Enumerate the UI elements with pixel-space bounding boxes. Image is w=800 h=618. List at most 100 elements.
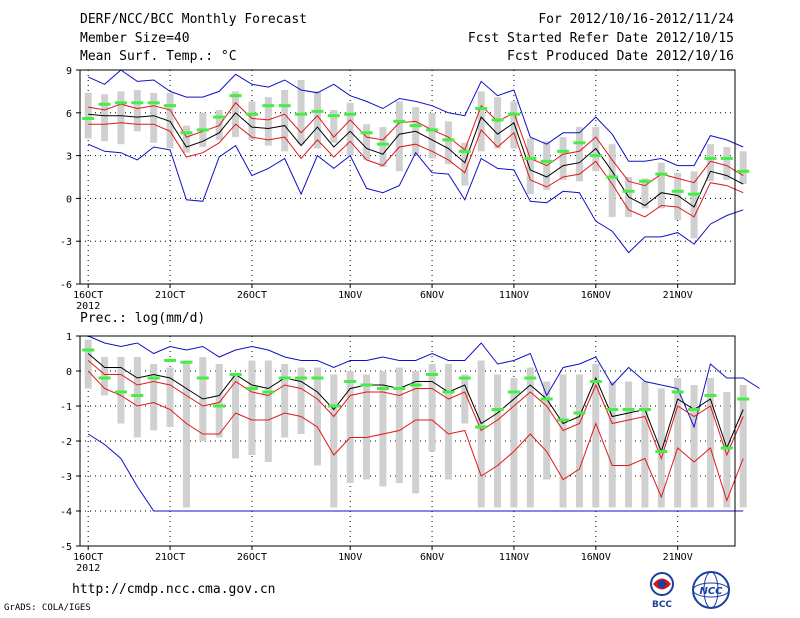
fcst-started-date: Fcst Started Refer Date 2012/10/15: [467, 31, 734, 46]
panel2-min-line: [87, 433, 744, 512]
panel1-box: [264, 97, 272, 146]
panel1-marker: [295, 112, 308, 116]
panel1-marker: [131, 101, 144, 105]
panel1-marker: [442, 138, 455, 142]
ncc-logo-text: NCC: [699, 586, 723, 597]
panel2-box: [657, 388, 665, 508]
panel2-box: [494, 374, 502, 508]
panel1-box: [461, 142, 469, 186]
panel1-marker: [278, 104, 291, 108]
panel2-max-line: [88, 335, 760, 429]
panel1-marker: [98, 102, 111, 106]
panel2-box: [313, 367, 321, 466]
panel1-marker: [737, 169, 750, 173]
panel1-xtick-label: 26OCT: [237, 290, 267, 301]
panel1-box: [575, 127, 583, 182]
panel2-lower-line: [87, 370, 744, 503]
panel2-marker: [98, 376, 111, 380]
source-url[interactable]: http://cmdp.ncc.cma.gov.cn: [72, 582, 276, 597]
panel2-frame: [79, 335, 736, 547]
panel2-marker: [147, 376, 160, 380]
panel2-box: [215, 364, 223, 438]
panel1-box: [641, 178, 649, 209]
panel1-box: [313, 91, 321, 149]
panel2-marker: [295, 376, 308, 380]
panel2-marker: [688, 408, 701, 411]
panel2-mean-line: [87, 353, 744, 454]
panel2-marker: [409, 383, 422, 387]
panel1-xtick-label: 21NOV: [663, 290, 693, 301]
panel1-marker: [147, 101, 160, 105]
panel2-box: [674, 378, 682, 508]
panel1-marker: [311, 109, 324, 113]
panel2-marker: [327, 404, 340, 408]
panel1-box: [428, 112, 436, 159]
panel1-marker: [344, 112, 357, 116]
panel1-ytick-label: 0: [66, 194, 72, 205]
panel1-box: [674, 172, 682, 220]
panel1-box: [84, 92, 92, 139]
panel1-box: [150, 92, 158, 143]
panel2-xtick-label: 1NOV: [338, 552, 362, 563]
panel2-box: [641, 381, 649, 508]
panel1-box: [166, 92, 174, 149]
panel2-marker: [426, 373, 439, 376]
panel1-marker: [688, 192, 701, 196]
panel2-marker: [573, 411, 586, 415]
panel2-box: [297, 367, 305, 434]
panel2-marker: [671, 390, 684, 394]
panel2-box: [84, 339, 92, 389]
panel1-xtick-label: 21OCT: [155, 290, 185, 301]
panel2-xtick-label: 16OCT: [73, 552, 103, 563]
panel1-marker: [196, 128, 209, 132]
panel2-marker: [638, 408, 651, 411]
panel1-xtick-label: 16OCT: [73, 290, 103, 301]
grads-credit: GrADS: COLA/IGES: [4, 603, 91, 613]
panel1-ytick-label: 3: [66, 152, 72, 163]
panel2-box: [379, 371, 387, 487]
panel1-marker: [245, 112, 258, 116]
panel1-box: [182, 125, 190, 153]
panel1-box: [133, 89, 141, 132]
panel1-marker: [114, 101, 127, 105]
panel1-min-line: [88, 143, 744, 254]
panel2-box: [248, 360, 256, 455]
panel2-marker: [606, 408, 619, 411]
panel1-marker: [606, 175, 619, 179]
panel2-marker: [491, 408, 504, 411]
panel1-xtick-label: 11NOV: [499, 290, 529, 301]
panel2-ytick-label: -5: [60, 542, 72, 553]
panel2-xtick-label: 21OCT: [155, 552, 185, 563]
panel2-box: [444, 364, 452, 480]
panel2-marker: [589, 380, 602, 383]
panel2-marker: [720, 446, 733, 450]
bcc-logo-text: BCC: [652, 600, 672, 610]
panel2-box: [510, 378, 518, 508]
panel2-xtick-label: 11NOV: [499, 552, 529, 563]
panel2-ytick-label: -1: [60, 402, 72, 413]
panel1-marker: [426, 128, 439, 132]
panel1-marker: [393, 119, 406, 123]
panel1-box: [444, 121, 452, 165]
panel1-marker: [229, 94, 242, 98]
panel2-box: [264, 360, 272, 462]
panel1-frame: [79, 69, 736, 285]
panel1-box: [477, 91, 485, 152]
panel2-marker: [278, 376, 291, 380]
panel1-marker: [491, 118, 504, 122]
panel1-xtick-label: 16NOV: [581, 290, 611, 301]
ncc-logo: NCC: [692, 571, 730, 609]
panel1-marker: [82, 117, 95, 121]
panel2-marker: [557, 418, 570, 422]
panel1-ytick-label: -6: [60, 280, 72, 291]
panel2-box: [723, 392, 731, 508]
panel2-marker: [360, 383, 373, 387]
panel2-box: [346, 371, 354, 483]
panel1-marker: [524, 156, 537, 160]
panel1-marker: [262, 104, 275, 108]
panel2-box: [281, 364, 289, 438]
panel2-ytick-label: 0: [66, 367, 72, 378]
panel2-marker: [245, 387, 258, 390]
panel1-box: [608, 144, 616, 217]
panel2-marker: [507, 390, 520, 394]
